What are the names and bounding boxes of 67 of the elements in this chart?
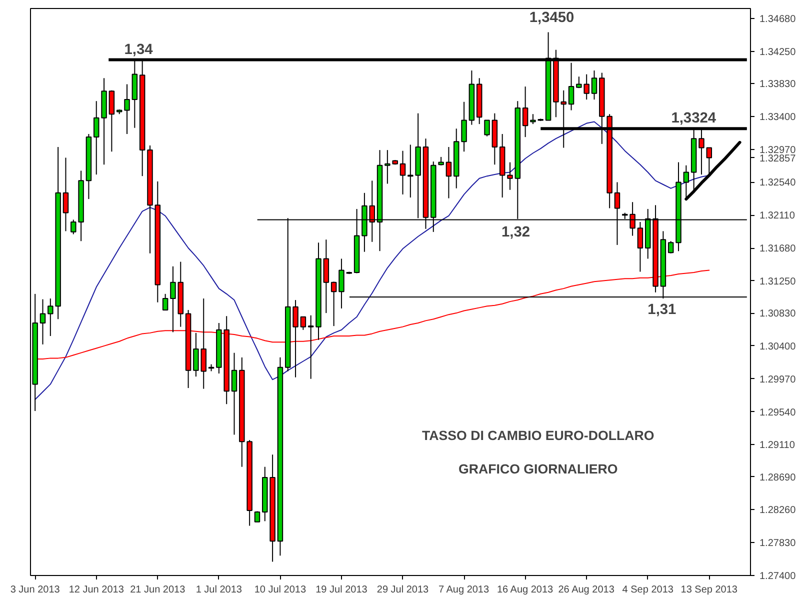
ref-line-label: 1,31 bbox=[648, 302, 676, 318]
y-tick-label: 1.32857 bbox=[760, 153, 796, 164]
candlestick bbox=[461, 101, 467, 152]
candlestick bbox=[408, 144, 414, 198]
candlestick bbox=[522, 86, 528, 138]
candlestick bbox=[706, 147, 712, 176]
annotation: 1,3450 bbox=[529, 10, 574, 26]
x-tick-label: 4 Sep 2013 bbox=[622, 584, 674, 596]
y-tick-label: 1.29110 bbox=[760, 440, 796, 452]
y-tick-label: 1.31680 bbox=[760, 244, 796, 254]
text: TASSO DI CAMBIO EURO-DOLLARO bbox=[422, 428, 654, 443]
candlestick bbox=[94, 100, 100, 176]
candlestick bbox=[446, 146, 452, 199]
candlestick bbox=[507, 162, 513, 190]
y-tick-label: 1.29970 bbox=[760, 374, 796, 386]
ref-line-label: 1,3324 bbox=[671, 110, 717, 127]
y-tick-label: 1.33830 bbox=[760, 78, 796, 90]
candlestick bbox=[338, 258, 344, 309]
x-tick-label: 26 Aug 2013 bbox=[558, 584, 615, 596]
ref-line-label: 1,34 bbox=[124, 42, 154, 58]
y-tick-label: 1.32970 bbox=[760, 144, 796, 156]
candlestick bbox=[254, 510, 260, 522]
y-tick-label: 1.31250 bbox=[760, 276, 796, 288]
x-tick-label: 10 Jul 2013 bbox=[254, 584, 306, 596]
candlestick bbox=[124, 84, 130, 134]
x-tick-label: 7 Aug 2013 bbox=[438, 584, 490, 596]
y-tick-label: 1.34680 bbox=[760, 14, 796, 25]
candlestick bbox=[300, 316, 306, 330]
ref-line-label: 1,32 bbox=[502, 224, 530, 241]
y-tick-label: 1.32540 bbox=[760, 178, 796, 189]
candlestick bbox=[162, 293, 168, 310]
candlestick bbox=[170, 266, 176, 333]
x-tick-label: 21 Jun 2013 bbox=[130, 584, 186, 596]
x-tick-label: 13 Sep 2013 bbox=[680, 584, 738, 596]
text: GRAFICO GIORNALIERO bbox=[458, 461, 618, 476]
candlestick bbox=[231, 352, 238, 436]
candlestick bbox=[40, 298, 46, 345]
y-tick-label: 1.28260 bbox=[760, 505, 796, 516]
candlestick bbox=[668, 240, 674, 254]
candlestick bbox=[70, 219, 76, 235]
candlestick bbox=[108, 90, 115, 152]
candlestick bbox=[48, 298, 54, 336]
candlestick bbox=[330, 281, 337, 327]
candlestick bbox=[637, 221, 644, 272]
y-tick-label: 1.29540 bbox=[760, 407, 796, 418]
y-tick-label: 1.28690 bbox=[760, 472, 796, 484]
candlestick bbox=[62, 157, 69, 232]
candlestick bbox=[384, 150, 390, 184]
y-tick-label: 1.27400 bbox=[760, 571, 796, 582]
x-tick-label: 29 Jul 2013 bbox=[376, 584, 430, 596]
candlestick bbox=[323, 239, 330, 314]
x-tick-label: 12 Jun 2013 bbox=[68, 584, 124, 596]
y-tick-label: 1.27830 bbox=[760, 538, 796, 550]
x-tick-label: 16 Aug 2013 bbox=[496, 584, 554, 596]
x-tick-label: 1 Jul 2013 bbox=[196, 584, 242, 596]
x-tick-label: 19 Jul 2013 bbox=[316, 584, 368, 596]
y-tick-label: 1.32110 bbox=[760, 210, 796, 222]
candlestick bbox=[591, 70, 598, 100]
candlestick bbox=[530, 114, 536, 125]
y-tick-label: 1.30400 bbox=[760, 341, 796, 352]
candlestick bbox=[484, 120, 490, 137]
x-tick-label: 3 Jun 2013 bbox=[10, 584, 60, 596]
y-tick-label: 1.33400 bbox=[760, 112, 796, 123]
y-tick-label: 1.34250 bbox=[760, 46, 796, 58]
candlestick bbox=[308, 314, 314, 380]
candlestick bbox=[400, 150, 406, 195]
y-tick-label: 1.30830 bbox=[760, 308, 796, 320]
